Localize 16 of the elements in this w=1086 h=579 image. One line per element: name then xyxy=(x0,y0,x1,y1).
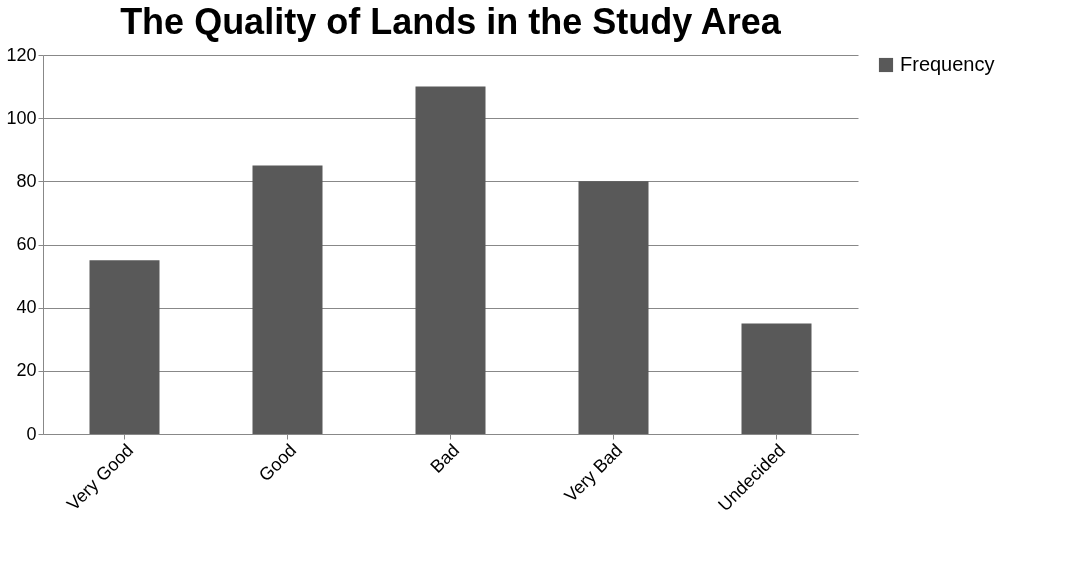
bar xyxy=(415,86,486,434)
bar xyxy=(578,181,649,434)
bar xyxy=(741,323,812,434)
y-tick-label: 40 xyxy=(16,297,37,318)
bar xyxy=(252,165,323,434)
chart-title: The Quality of Lands in the Study Area xyxy=(120,1,782,42)
y-tick-label: 100 xyxy=(6,107,37,128)
x-tick-label: Very Bad xyxy=(560,440,627,506)
y-tick-label: 120 xyxy=(6,44,37,65)
legend-label: Frequency xyxy=(900,53,995,75)
bar xyxy=(89,260,160,434)
y-tick-label: 20 xyxy=(16,360,37,381)
x-tick-label: Bad xyxy=(426,440,464,477)
y-tick-label: 60 xyxy=(16,234,37,254)
y-tick-label: 0 xyxy=(26,423,37,444)
y-tick-label: 80 xyxy=(16,170,37,191)
